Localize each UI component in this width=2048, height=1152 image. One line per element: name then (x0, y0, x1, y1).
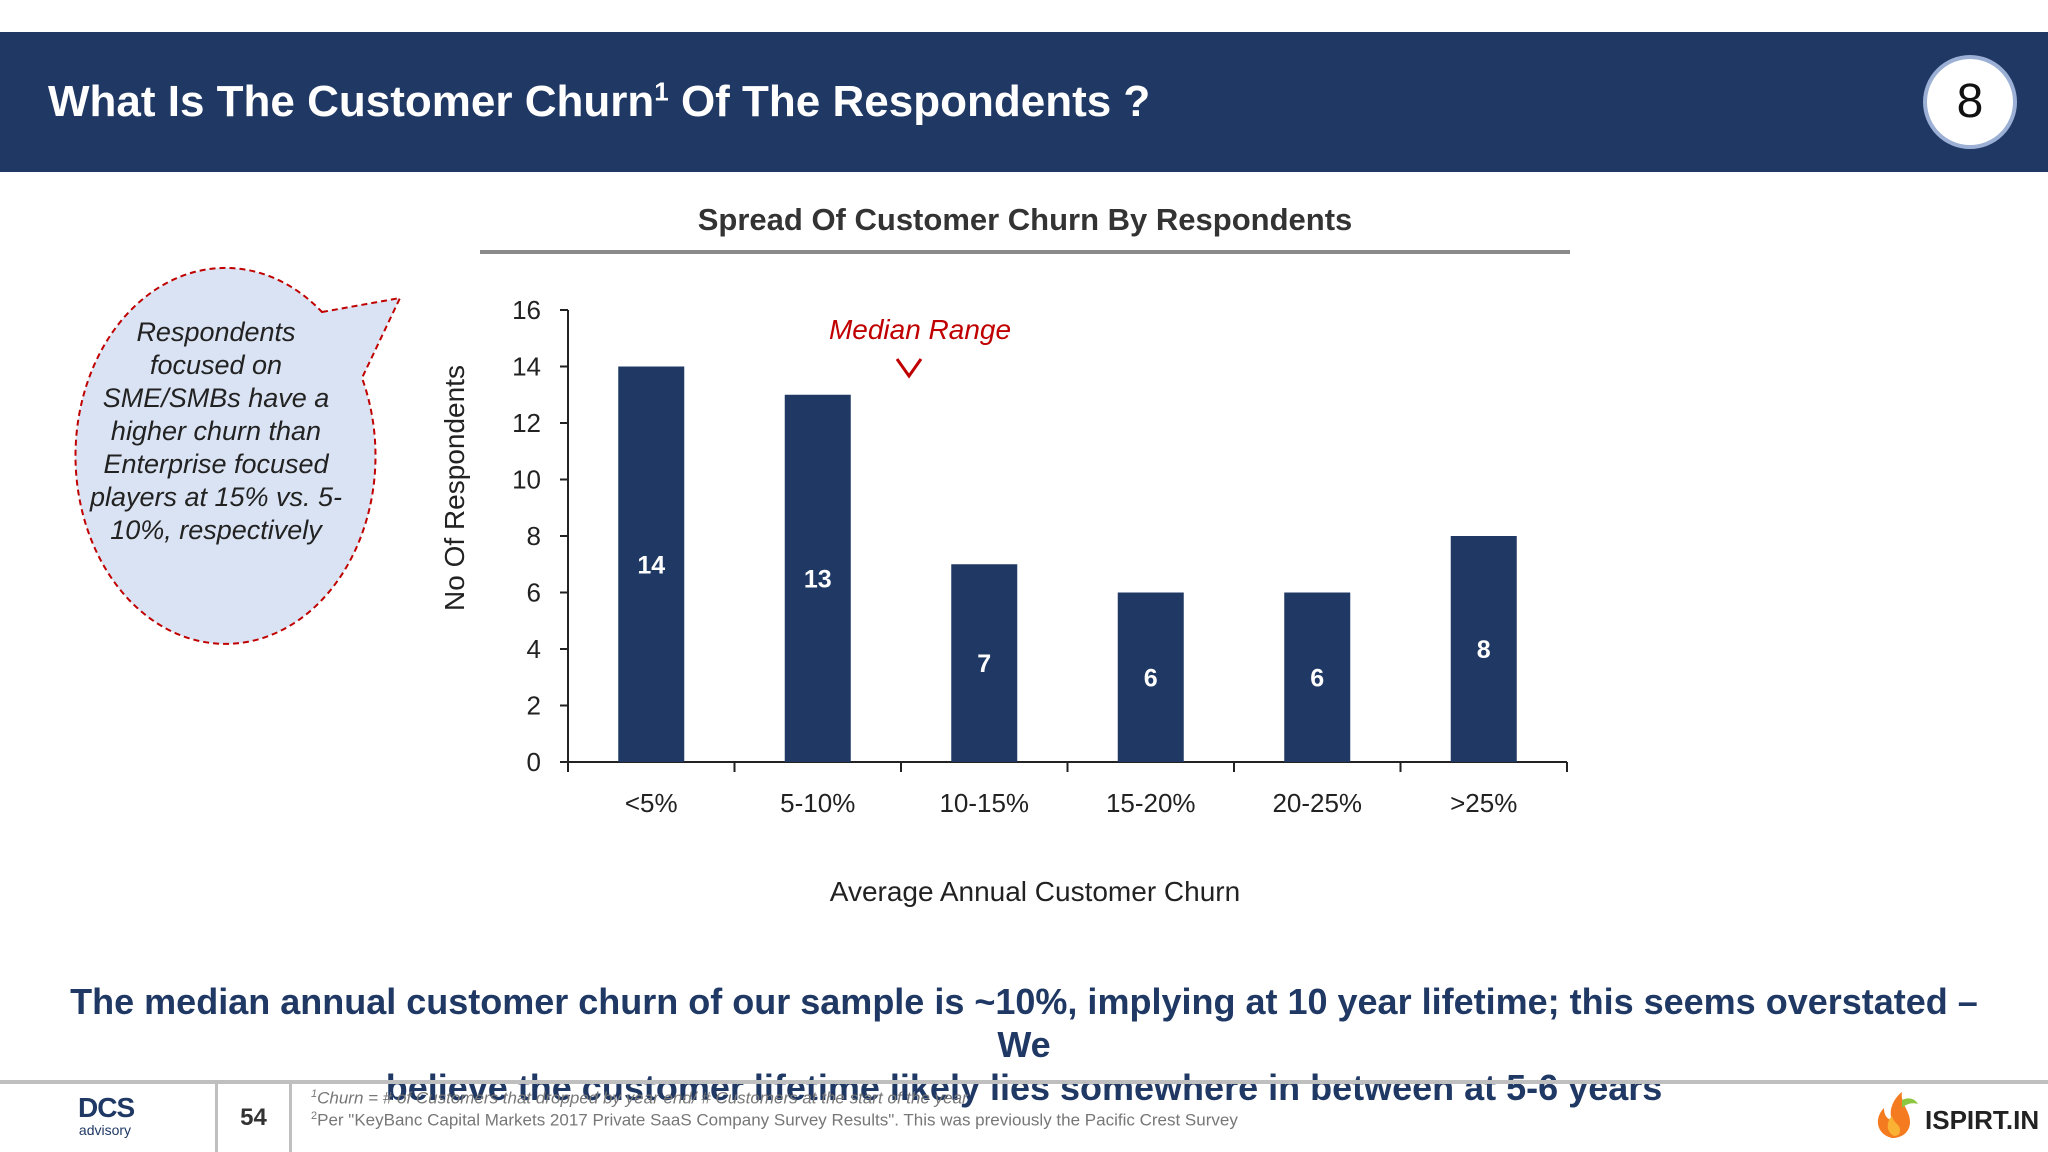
footnote-2: 2Per "KeyBanc Capital Markets 2017 Priva… (311, 1110, 1238, 1130)
x-tick-label: 5-10% (780, 788, 855, 818)
conclusion-line-2: believe the customer lifetime likely lie… (385, 1067, 1663, 1108)
footer-separator (289, 1084, 292, 1152)
y-tick-label: 4 (527, 634, 541, 664)
bar (1284, 592, 1351, 762)
x-tick-label: 15-20% (1106, 788, 1196, 818)
slide-number: 54 (240, 1104, 267, 1131)
dcs-advisory-logo: DCS advisory (78, 1092, 135, 1138)
bar (1450, 536, 1517, 762)
y-tick-label: 10 (512, 465, 541, 495)
bar (618, 366, 685, 762)
bar-data-label: 13 (804, 565, 832, 593)
bar-data-label: 6 (1144, 664, 1158, 692)
y-tick-label: 14 (512, 352, 541, 382)
y-axis-label: No Of Respondents (439, 365, 470, 611)
chart-title: Spread Of Customer Churn By Respondents (697, 202, 1353, 237)
bar-data-label: 7 (977, 650, 991, 678)
footer-divider (0, 1080, 2048, 1084)
y-tick-label: 2 (527, 691, 541, 721)
y-tick-label: 12 (512, 408, 541, 438)
conclusion-text: The median annual customer churn of our … (40, 980, 2008, 1109)
y-tick-label: 6 (527, 578, 541, 608)
bar (784, 394, 851, 762)
bar (951, 564, 1018, 762)
footnote-1: 1Churn = # of Customers that dropped by … (311, 1088, 968, 1108)
x-tick-label: 10-15% (939, 788, 1029, 818)
footer-separator (215, 1084, 218, 1152)
chart-title-divider (480, 250, 1570, 254)
page-badge: 8 (1923, 55, 2017, 149)
x-axis-label: Average Annual Customer Churn (829, 876, 1241, 907)
chevron-down-icon (895, 358, 923, 379)
x-tick-label: <5% (625, 788, 678, 818)
callout-text: Respondents focused on SME/SMBs have a h… (89, 317, 343, 545)
page-title: What Is The Customer Churn1 Of The Respo… (48, 76, 1151, 126)
y-tick-label: 0 (527, 747, 541, 777)
bar-data-label: 14 (637, 551, 665, 579)
x-tick-label: 20-25% (1272, 788, 1362, 818)
speech-bubble-icon (74, 266, 402, 645)
x-tick-label: >25% (1450, 788, 1517, 818)
y-tick-label: 8 (527, 521, 541, 551)
header-bar: What Is The Customer Churn1 Of The Respo… (0, 32, 2048, 172)
bar (1117, 592, 1184, 762)
y-tick-label: 16 (512, 295, 541, 325)
conclusion-line-1: The median annual customer churn of our … (70, 981, 1978, 1065)
bar-data-label: 6 (1310, 664, 1324, 692)
ispirt-flame-icon (1877, 1092, 1918, 1138)
bar-data-label: 8 (1477, 636, 1491, 664)
median-range-label: Median Range (828, 314, 1012, 345)
ispirt-logo-text: ISPIRT.IN (1925, 1105, 2040, 1135)
